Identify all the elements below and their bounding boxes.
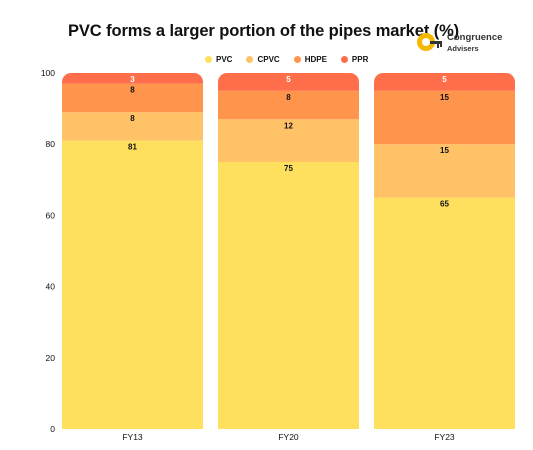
y-tick-label: 40 (46, 282, 56, 292)
data-label: 3 (130, 75, 135, 84)
bar-group-fy23 (374, 73, 515, 429)
bar-segment-ppr (218, 73, 359, 91)
bar-segment-pvc (374, 197, 515, 429)
legend-swatch (340, 55, 348, 63)
bar-segment-cpvc (374, 144, 515, 198)
logo-subtitle: Advisers (447, 44, 479, 53)
data-label: 81 (128, 143, 137, 152)
legend: PVC CPVC HDPE PPR (205, 52, 368, 66)
data-label: 65 (440, 200, 449, 209)
bar-segment-cpvc (62, 112, 203, 141)
y-tick-label: 0 (50, 424, 55, 434)
legend-swatch (293, 55, 301, 63)
legend-label: PVC (216, 54, 233, 64)
logo-name: Congruence (447, 32, 503, 43)
legend-item-pvc: PVC (205, 55, 232, 64)
y-tick-label: 100 (41, 68, 55, 78)
data-label: 8 (130, 86, 135, 95)
legend-item-cpvc: CPVC (246, 54, 280, 64)
bar-segment-hdpe (62, 83, 203, 113)
bar-segment-cpvc (218, 119, 359, 162)
legend-swatch (205, 55, 212, 63)
data-label: 15 (440, 93, 449, 102)
bar-segment-pvc (218, 162, 359, 429)
data-label: 8 (130, 114, 135, 123)
data-label: 12 (284, 121, 293, 130)
data-label: 5 (286, 75, 291, 84)
chart-title: PVC forms a larger portion of the pipes … (68, 22, 460, 40)
bar-segment-ppr (62, 73, 203, 84)
y-tick-label: 60 (46, 210, 56, 220)
y-tick-label: 80 (46, 139, 56, 149)
x-tick-label: FY20 (278, 432, 299, 442)
legend-label: PPR (351, 54, 369, 64)
bar-segment-hdpe (218, 90, 359, 120)
legend-item-ppr: PPR (340, 54, 369, 64)
bar-segment-pvc (62, 140, 203, 429)
congruence-logo: Congruence Advisers (416, 30, 526, 58)
x-tick-label: FY23 (434, 432, 455, 442)
key-icon (417, 33, 442, 51)
legend-swatch (246, 55, 254, 63)
bar-segment-hdpe (374, 90, 515, 145)
y-tick-label: 20 (46, 353, 56, 363)
legend-item-hdpe: HDPE (293, 54, 327, 64)
data-label: 15 (440, 146, 449, 155)
x-tick-label: FY13 (122, 432, 143, 442)
bar-group-fy13 (62, 73, 203, 429)
data-label: 75 (284, 164, 293, 173)
bar-segment-ppr (374, 73, 515, 91)
data-label: 5 (442, 75, 447, 84)
legend-label: HDPE (304, 54, 327, 64)
bar-group-fy20 (218, 73, 359, 429)
legend-label: CPVC (257, 54, 280, 64)
data-label: 8 (286, 93, 291, 102)
